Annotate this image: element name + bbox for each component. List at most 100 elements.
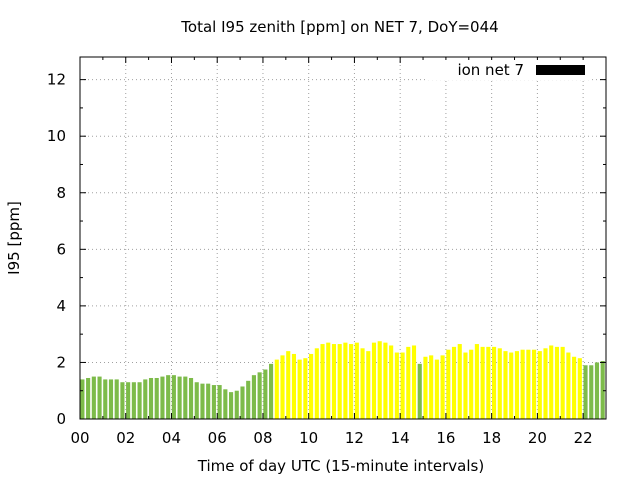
bar <box>446 349 451 419</box>
y-tick-label: 10 <box>47 127 66 145</box>
bar <box>177 376 182 419</box>
bar <box>572 356 577 419</box>
bar <box>343 342 348 419</box>
bar <box>537 351 542 420</box>
bar <box>188 377 194 419</box>
bar <box>200 383 205 419</box>
bar <box>583 365 588 419</box>
bar <box>143 379 148 419</box>
bar <box>183 376 188 419</box>
bar <box>309 353 314 419</box>
bar <box>423 356 428 419</box>
bar <box>520 349 525 419</box>
bar <box>171 375 176 419</box>
x-tick-label: 14 <box>391 429 410 447</box>
y-tick-label: 0 <box>56 410 66 428</box>
bar <box>251 375 256 419</box>
bar <box>417 363 422 419</box>
bar <box>286 351 291 420</box>
bar <box>269 363 274 419</box>
legend-swatch <box>536 65 585 75</box>
bar <box>120 382 125 419</box>
chart-title: Total I95 zenith [ppm] on NET 7, DoY=044 <box>180 18 498 36</box>
bar <box>383 342 388 419</box>
x-tick-label: 22 <box>574 429 593 447</box>
y-tick-label: 6 <box>56 240 66 258</box>
bar <box>429 355 434 419</box>
bar <box>600 361 605 419</box>
bar <box>166 375 171 419</box>
bar <box>389 345 394 419</box>
y-tick-label: 8 <box>56 184 66 202</box>
bar <box>480 346 485 419</box>
x-tick-label: 02 <box>116 429 135 447</box>
y-tick-label: 2 <box>56 353 66 371</box>
bar <box>337 344 342 419</box>
bar <box>549 345 554 419</box>
x-tick-label: 06 <box>208 429 227 447</box>
bar <box>514 351 519 420</box>
bar <box>451 346 457 419</box>
bar <box>206 383 211 419</box>
bar <box>331 344 337 419</box>
bar <box>303 358 308 419</box>
bar <box>148 377 154 419</box>
bar <box>229 392 234 419</box>
bar <box>440 355 445 419</box>
bar <box>126 382 131 419</box>
bar <box>492 346 497 419</box>
bar <box>406 346 411 419</box>
bar <box>86 377 91 419</box>
bar <box>297 359 302 419</box>
bar <box>194 382 199 419</box>
x-tick-label: 00 <box>70 429 89 447</box>
bar <box>80 379 85 419</box>
bar <box>103 379 108 419</box>
bar <box>234 390 239 419</box>
y-tick-label: 4 <box>56 297 66 315</box>
bar <box>160 376 165 419</box>
bar <box>526 349 531 419</box>
bar <box>543 348 548 419</box>
bar <box>257 372 262 419</box>
bar <box>566 352 571 419</box>
bar <box>131 382 136 419</box>
bar <box>217 385 222 419</box>
bar <box>577 358 582 419</box>
x-tick-label: 12 <box>345 429 364 447</box>
bar <box>354 342 359 419</box>
bar <box>371 342 377 419</box>
x-tick-label: 20 <box>528 429 547 447</box>
bar <box>463 352 468 419</box>
bar <box>263 369 268 419</box>
bar <box>366 351 371 420</box>
y-axis-label: I95 [ppm] <box>5 201 23 275</box>
bar <box>589 365 594 419</box>
grid <box>80 57 606 419</box>
bar <box>326 342 331 419</box>
bar <box>114 379 119 419</box>
bar <box>211 385 216 419</box>
legend: ion net 7 <box>428 60 590 80</box>
bar <box>434 359 439 419</box>
bar <box>554 346 560 419</box>
bar <box>97 376 102 419</box>
bar <box>91 376 96 419</box>
bar <box>349 344 354 419</box>
bar <box>400 352 405 419</box>
y-tick-label: 12 <box>47 71 66 89</box>
bar <box>503 351 508 420</box>
bar <box>469 349 474 419</box>
bar <box>560 346 565 419</box>
bar <box>223 389 228 419</box>
x-tick-label: 18 <box>482 429 501 447</box>
bar <box>314 348 319 419</box>
bars <box>80 341 605 420</box>
bar <box>154 377 159 419</box>
x-tick-label: 08 <box>253 429 272 447</box>
bar <box>509 352 514 419</box>
bar <box>532 349 537 419</box>
bar <box>280 355 285 419</box>
